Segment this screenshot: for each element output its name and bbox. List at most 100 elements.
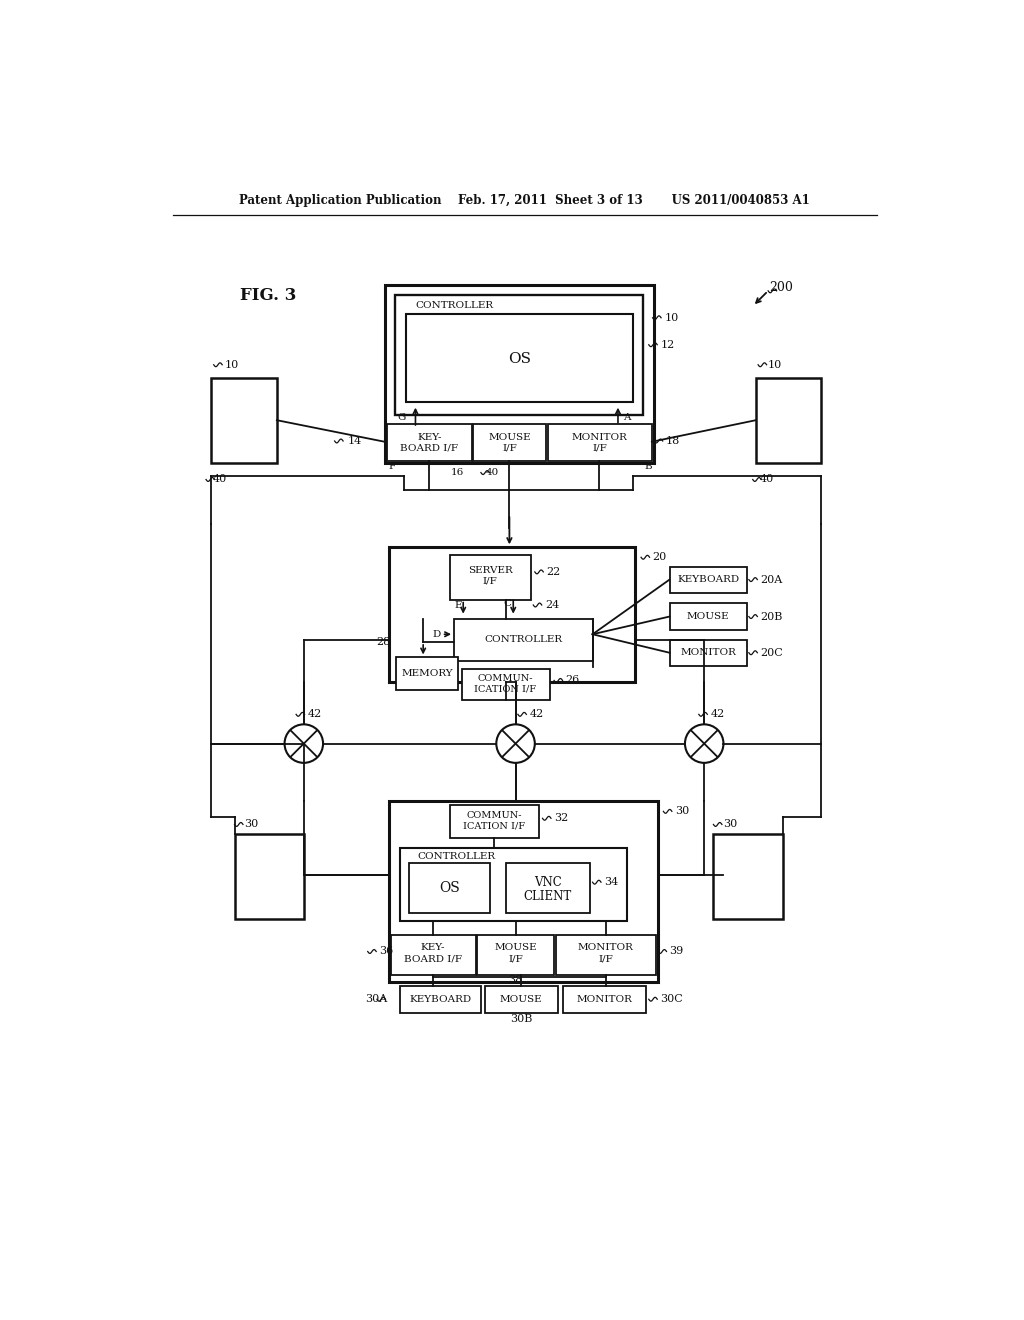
Text: MOUSE: MOUSE xyxy=(500,995,543,1003)
Text: MONITOR: MONITOR xyxy=(577,995,633,1003)
Bar xyxy=(477,935,554,974)
Text: 40: 40 xyxy=(485,469,499,477)
Text: D: D xyxy=(433,630,441,639)
Text: MONITOR: MONITOR xyxy=(571,433,628,442)
Text: MONITOR: MONITOR xyxy=(680,648,736,657)
Text: C: C xyxy=(504,599,512,609)
Text: 20: 20 xyxy=(652,552,667,562)
Text: 12: 12 xyxy=(662,339,676,350)
Text: Patent Application Publication    Feb. 17, 2011  Sheet 3 of 13       US 2011/004: Patent Application Publication Feb. 17, … xyxy=(240,194,810,207)
Text: I/F: I/F xyxy=(508,954,523,964)
Text: CONTROLLER: CONTROLLER xyxy=(417,853,496,861)
Bar xyxy=(473,424,547,461)
Bar xyxy=(410,863,490,913)
Bar xyxy=(407,314,633,403)
Text: MOUSE: MOUSE xyxy=(687,612,729,620)
Text: CLIENT: CLIENT xyxy=(523,890,572,903)
Text: 30C: 30C xyxy=(660,994,683,1005)
Bar xyxy=(462,669,550,700)
Text: 30B: 30B xyxy=(510,1014,532,1024)
Text: 42: 42 xyxy=(529,709,544,719)
Text: MEMORY: MEMORY xyxy=(401,669,453,678)
Text: E: E xyxy=(454,601,462,610)
Text: KEYBOARD: KEYBOARD xyxy=(677,576,739,583)
Text: 42: 42 xyxy=(711,709,725,719)
Text: COMMUN-: COMMUN- xyxy=(478,675,534,684)
Text: CONTROLLER: CONTROLLER xyxy=(484,635,562,644)
Text: 30: 30 xyxy=(675,807,689,816)
Bar xyxy=(556,935,655,974)
Text: KEYBOARD: KEYBOARD xyxy=(409,995,471,1003)
Text: G: G xyxy=(397,413,406,422)
Text: 30: 30 xyxy=(245,820,259,829)
Text: 30: 30 xyxy=(724,820,737,829)
Text: B: B xyxy=(644,462,652,471)
Bar xyxy=(391,935,475,974)
Text: KEY-: KEY- xyxy=(421,944,445,952)
Text: 34: 34 xyxy=(604,878,618,887)
Text: 10: 10 xyxy=(224,360,239,370)
Text: SERVER: SERVER xyxy=(468,566,513,574)
Text: 18: 18 xyxy=(666,436,680,446)
Bar xyxy=(670,603,746,630)
Text: ICATION I/F: ICATION I/F xyxy=(474,685,537,693)
Bar xyxy=(563,986,646,1014)
Text: 14: 14 xyxy=(348,436,361,446)
Bar xyxy=(451,554,531,599)
Text: VNC: VNC xyxy=(535,875,562,888)
Text: 10: 10 xyxy=(768,360,782,370)
Text: CONTROLLER: CONTROLLER xyxy=(416,301,494,310)
Text: 30A: 30A xyxy=(365,994,387,1005)
Bar xyxy=(211,378,276,462)
Text: 10: 10 xyxy=(665,313,679,323)
Bar xyxy=(385,285,654,462)
Text: MOUSE: MOUSE xyxy=(495,944,537,952)
Bar xyxy=(234,834,304,919)
Text: 20B: 20B xyxy=(761,611,782,622)
Text: 38: 38 xyxy=(509,975,522,985)
Text: ICATION I/F: ICATION I/F xyxy=(463,821,525,830)
Text: 32: 32 xyxy=(554,813,568,824)
Text: 36: 36 xyxy=(379,946,393,957)
Bar xyxy=(400,847,628,921)
Bar xyxy=(451,805,539,838)
Text: I/F: I/F xyxy=(482,577,498,586)
Text: COMMUN-: COMMUN- xyxy=(466,812,522,821)
Text: 42: 42 xyxy=(307,709,322,719)
Text: 26: 26 xyxy=(565,676,580,685)
Text: 28: 28 xyxy=(376,638,390,647)
Bar xyxy=(395,296,643,414)
Bar xyxy=(400,986,481,1014)
Text: 40: 40 xyxy=(213,474,227,484)
Text: A: A xyxy=(624,413,631,422)
Text: 16: 16 xyxy=(452,469,465,477)
Text: FIG. 3: FIG. 3 xyxy=(240,286,296,304)
Text: OS: OS xyxy=(439,882,460,895)
Text: BOARD I/F: BOARD I/F xyxy=(404,954,462,964)
Bar xyxy=(670,640,746,665)
Bar xyxy=(714,834,782,919)
Text: KEY-: KEY- xyxy=(417,433,441,442)
Text: F: F xyxy=(389,462,396,471)
Text: I/F: I/F xyxy=(598,954,613,964)
Text: 22: 22 xyxy=(547,566,560,577)
Bar xyxy=(548,424,652,461)
Text: 40: 40 xyxy=(760,474,774,484)
Text: MOUSE: MOUSE xyxy=(488,433,530,442)
Bar xyxy=(756,378,821,462)
Text: 200: 200 xyxy=(770,281,794,294)
Text: I/F: I/F xyxy=(592,444,607,453)
Text: 24: 24 xyxy=(545,601,559,610)
Bar xyxy=(388,801,658,982)
Bar xyxy=(387,424,472,461)
Text: 39: 39 xyxy=(670,946,684,957)
Text: 20A: 20A xyxy=(761,574,782,585)
Bar xyxy=(396,657,458,689)
Bar xyxy=(484,986,558,1014)
Text: MONITOR: MONITOR xyxy=(578,944,634,952)
Text: OS: OS xyxy=(508,351,530,366)
Bar xyxy=(670,566,746,593)
Text: BOARD I/F: BOARD I/F xyxy=(400,444,459,453)
Bar xyxy=(454,619,593,661)
Text: 20C: 20C xyxy=(761,648,783,657)
